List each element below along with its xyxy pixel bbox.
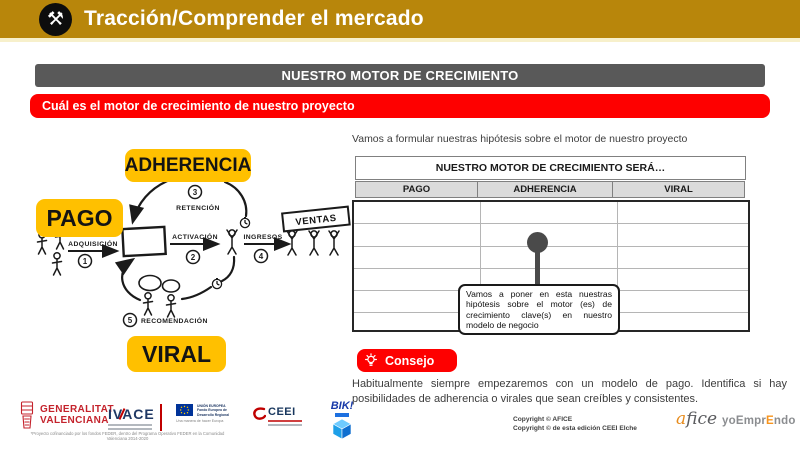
ceei-wordmark: CEEI xyxy=(268,406,296,418)
growth-engine-diagram: ADQUISICIÓN 1 3 RETENCIÓN ACTIVACIÓN 2 xyxy=(36,174,351,328)
svg-text:4: 4 xyxy=(259,252,264,261)
svg-text:VENTAS: VENTAS xyxy=(295,213,337,228)
ivace-subtext-bar xyxy=(108,424,152,426)
step-label-recomendacion: RECOMENDACIÓN xyxy=(141,316,208,325)
question-bar: Cuál es el motor de crecimiento de nuest… xyxy=(30,94,770,118)
ivace-logo: IVACE xyxy=(108,406,155,430)
eu-caption: Una manera de hacer Europa xyxy=(176,419,224,423)
pago-label: PAGO xyxy=(36,199,123,237)
adherencia-label: ADHERENCIA xyxy=(125,149,251,182)
svg-text:3: 3 xyxy=(193,188,198,197)
copyright-line1: Copyright © AFICE xyxy=(513,416,573,423)
svg-text:5: 5 xyxy=(128,316,133,325)
eu-funding-text: UNIÓN EUROPEA Fondo Europeo de Desarroll… xyxy=(197,404,230,417)
step-number-2: 2 xyxy=(185,249,201,265)
bik-cube-icon xyxy=(332,418,352,440)
bik-wordmark: BIK! xyxy=(330,400,354,412)
ceei-swoosh-icon xyxy=(253,407,266,420)
intro-text: Vamos a formular nuestras hipótesis sobr… xyxy=(352,133,688,145)
hypothesis-callout: Vamos a poner en esta nuestras hipótesis… xyxy=(458,284,620,336)
viral-return-arrow xyxy=(114,257,142,302)
ivace-wordmark: IVACE xyxy=(108,406,155,422)
table-title: NUESTRO MOTOR DE CRECIMIENTO SERÁ… xyxy=(355,156,746,180)
step-number-5: 5 xyxy=(122,312,138,328)
recommendation-curve-2 xyxy=(180,285,213,301)
step-label-activacion: ACTIVACIÓN xyxy=(172,232,218,241)
svg-text:2: 2 xyxy=(191,253,196,262)
header-bottom-strip xyxy=(0,38,800,42)
sign-carrier-figures xyxy=(286,230,340,256)
step-label-adquisicion: ADQUISICIÓN xyxy=(68,239,118,248)
copyright-line2: Copyright © de esta edición CEEI Elche xyxy=(513,424,637,432)
activated-user-figure xyxy=(226,229,238,255)
generalitat-valenciana-logo: GENERALITAT VALENCIANA xyxy=(20,401,114,430)
lightbulb-icon xyxy=(365,353,377,366)
table-row xyxy=(354,202,748,225)
ivace-subtext-bar xyxy=(108,428,152,430)
product-box xyxy=(121,225,167,258)
gv-line1: GENERALITAT xyxy=(40,403,115,415)
ceei-subtext-bar xyxy=(268,424,302,426)
yoemprendo-logo: yoEmprEndo xyxy=(722,415,796,427)
ceei-subtext-bar xyxy=(268,420,302,422)
page-title: Tracción/Comprender el mercado xyxy=(84,7,424,30)
bik-subtext-bar xyxy=(335,413,349,417)
table-header-row: PAGO ADHERENCIA VIRAL xyxy=(355,181,746,198)
gv-emblem-icon xyxy=(20,401,34,429)
copyright-block: Copyright © AFICE Copyright © de esta ed… xyxy=(513,416,637,433)
bik-logo: BIK! xyxy=(330,400,354,444)
viral-label: VIRAL xyxy=(127,336,226,372)
table-row xyxy=(354,224,748,247)
consejo-label: Consejo xyxy=(385,353,435,368)
section-title-bar: NUESTRO MOTOR DE CRECIMIENTO xyxy=(35,64,765,87)
step-label-ingresos: INGRESOS xyxy=(243,234,282,241)
hammer-wrench-icon: ⚒ xyxy=(39,3,72,36)
feder-note: *Proyecto cofinanciado por los fondos FE… xyxy=(30,431,225,442)
eu-flag-icon xyxy=(176,404,193,416)
clock-icon xyxy=(239,216,251,229)
consejo-badge: Consejo xyxy=(357,349,457,372)
pin-stem xyxy=(535,250,540,288)
step-number-3: 3 xyxy=(187,184,203,200)
table-col-viral: VIRAL xyxy=(612,181,745,198)
table-row xyxy=(354,247,748,269)
ventas-sign: VENTAS xyxy=(281,205,351,233)
table-col-pago: PAGO xyxy=(355,181,478,198)
table-vline xyxy=(617,202,618,330)
step-number-1: 1 xyxy=(77,253,93,269)
pin-icon xyxy=(527,232,548,253)
header-bar xyxy=(0,0,800,38)
footer-divider xyxy=(160,404,162,431)
table-col-adherencia: ADHERENCIA xyxy=(477,181,613,198)
retention-curve-arrow xyxy=(129,174,220,225)
afice-logo: afice xyxy=(676,409,718,429)
tip-text: Habitualmente siempre empezaremos con un… xyxy=(352,378,787,405)
ceei-logo: CEEI xyxy=(252,406,302,426)
table-vline xyxy=(480,202,481,330)
recommendation-curve-1 xyxy=(220,255,236,283)
step-label-retencion: RETENCIÓN xyxy=(176,203,220,212)
gv-line2: VALENCIANA xyxy=(40,414,109,426)
talking-figures xyxy=(138,274,181,318)
svg-text:1: 1 xyxy=(83,257,88,266)
clock-icon xyxy=(211,277,223,290)
retention-return-curve xyxy=(223,180,248,218)
step-number-4: 4 xyxy=(253,248,269,264)
